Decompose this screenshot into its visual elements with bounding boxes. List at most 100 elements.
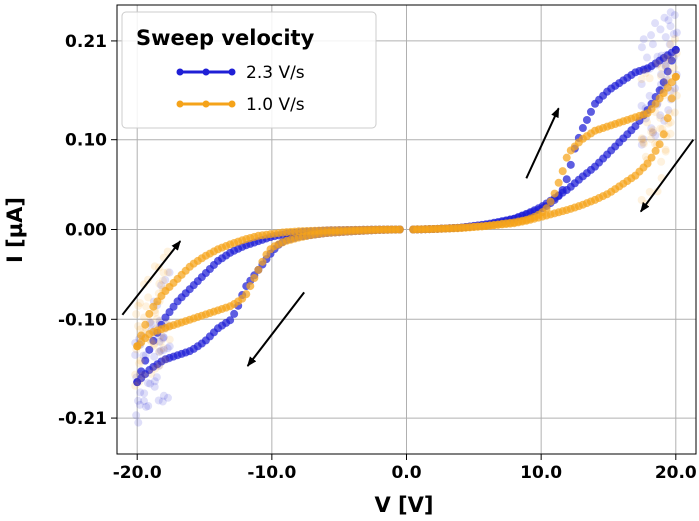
noise-point	[657, 70, 666, 79]
data-point	[149, 336, 158, 345]
data-point	[554, 178, 563, 187]
x-tick-label: 0.0	[391, 463, 421, 483]
data-point	[133, 342, 142, 351]
noise-point	[135, 377, 144, 386]
noise-point	[144, 275, 153, 284]
noise-point	[135, 298, 144, 307]
noise-point	[637, 43, 646, 52]
noise-point	[637, 80, 646, 89]
data-point	[667, 56, 676, 65]
legend-entry-fast: 2.3 V/s	[176, 63, 305, 83]
noise-point	[156, 346, 165, 355]
noise-point	[665, 68, 674, 77]
arrow-lower-left-up	[121, 240, 182, 316]
plot-frame	[116, 4, 697, 455]
noise-point	[144, 293, 153, 302]
data-point	[671, 72, 680, 81]
noise-point	[665, 40, 674, 49]
noise-point	[657, 157, 666, 166]
data-point	[230, 309, 239, 318]
noise-point	[660, 91, 669, 100]
noise-point	[661, 61, 670, 70]
noise-point	[147, 337, 156, 346]
data-point	[550, 189, 559, 198]
noise-point	[645, 91, 654, 100]
data-point	[246, 282, 255, 291]
noise-point	[158, 276, 167, 285]
noise-point	[156, 337, 165, 346]
noise-point	[132, 373, 141, 382]
x-axis-label: V [V]	[374, 493, 433, 517]
noise-point	[142, 402, 151, 411]
data-point	[566, 160, 575, 169]
noise-point	[165, 268, 174, 277]
noise-point	[639, 35, 648, 44]
annotation-arrows	[121, 107, 695, 367]
noise-point	[144, 401, 153, 410]
noise-point	[152, 373, 161, 382]
noise-point	[163, 393, 172, 402]
noise-point	[661, 53, 670, 62]
noise-point	[139, 371, 148, 380]
noise-point	[647, 127, 656, 136]
y-tick-label: 0.21	[65, 32, 107, 52]
noise-point	[147, 369, 156, 378]
noise-point	[662, 60, 671, 69]
noise-point	[641, 110, 650, 119]
noise-point	[165, 335, 174, 344]
noise-point	[136, 388, 145, 397]
noise-point	[639, 139, 648, 148]
y-tick-label: -0.21	[58, 409, 107, 429]
data-point	[667, 94, 676, 103]
noise-point	[144, 379, 153, 388]
noise-point	[656, 25, 665, 34]
noise-point	[647, 31, 656, 40]
noise-point	[666, 129, 675, 138]
data-point	[671, 45, 680, 54]
arrow-upper-right-down	[639, 139, 695, 213]
noise-point	[653, 52, 662, 61]
noise-point	[150, 377, 159, 386]
noise-point	[152, 315, 161, 324]
y-axis-ticks: -0.21 -0.10 0.00 0.10 0.21	[58, 32, 117, 429]
noise-point	[672, 49, 681, 58]
noise-point	[657, 51, 666, 60]
noise-point	[639, 135, 648, 144]
noise-point	[643, 155, 652, 164]
noise-point	[147, 319, 156, 328]
noise-point	[157, 281, 166, 290]
legend-label-fast: 2.3 V/s	[246, 63, 305, 83]
noise-point	[669, 87, 678, 96]
data-point	[133, 378, 142, 387]
noise-point	[666, 8, 675, 17]
data-point	[258, 257, 267, 266]
data-point	[395, 225, 404, 234]
noise-point	[649, 126, 658, 135]
noise-point	[666, 40, 675, 49]
noise-point	[159, 333, 168, 342]
noise-point	[661, 145, 670, 154]
legend-box	[121, 11, 377, 129]
noise-point	[645, 187, 654, 196]
legend: Sweep velocity 2.3 V/s 1.0 V/s	[121, 11, 377, 129]
noise-point	[163, 344, 172, 353]
noise-point	[136, 356, 145, 365]
data-point	[137, 367, 146, 376]
legend-marker-slow	[228, 100, 236, 108]
noise-point	[637, 196, 646, 204]
data-point	[250, 273, 259, 282]
noise-point	[153, 323, 162, 332]
data-points	[131, 8, 681, 427]
noise-point	[150, 352, 159, 361]
noise-point	[159, 345, 168, 354]
y-tick-label: 0.10	[65, 131, 107, 151]
noise-point	[656, 113, 665, 122]
data-point	[647, 153, 656, 162]
noise-point	[141, 324, 150, 333]
noise-point	[670, 84, 679, 93]
noise-point	[155, 317, 164, 326]
noise-point	[150, 262, 159, 271]
data-point	[659, 130, 668, 139]
data-point	[546, 197, 555, 206]
